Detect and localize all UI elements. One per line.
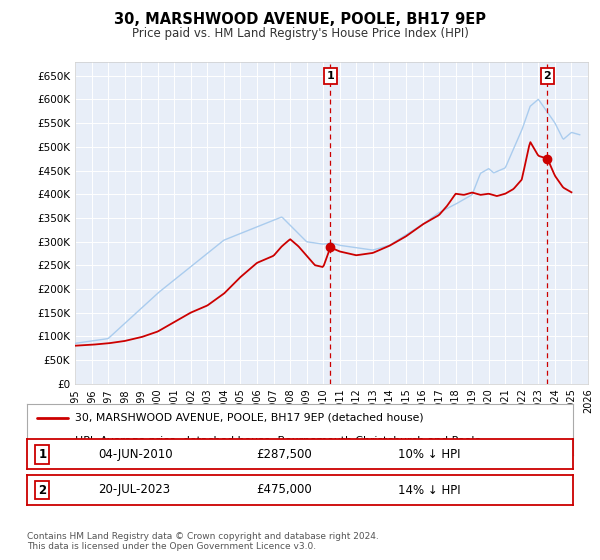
Text: 30, MARSHWOOD AVENUE, POOLE, BH17 9EP: 30, MARSHWOOD AVENUE, POOLE, BH17 9EP (114, 12, 486, 27)
Text: 1: 1 (38, 447, 46, 461)
Text: 2: 2 (38, 483, 46, 497)
Text: 20-JUL-2023: 20-JUL-2023 (98, 483, 170, 497)
Text: HPI: Average price, detached house, Bournemouth Christchurch and Poole: HPI: Average price, detached house, Bour… (75, 436, 481, 446)
Text: 10% ↓ HPI: 10% ↓ HPI (398, 447, 461, 461)
Text: £475,000: £475,000 (256, 483, 312, 497)
Text: 1: 1 (326, 71, 334, 81)
Text: 04-JUN-2010: 04-JUN-2010 (98, 447, 173, 461)
Text: 2: 2 (544, 71, 551, 81)
Text: 30, MARSHWOOD AVENUE, POOLE, BH17 9EP (detached house): 30, MARSHWOOD AVENUE, POOLE, BH17 9EP (d… (75, 413, 424, 423)
Text: 14% ↓ HPI: 14% ↓ HPI (398, 483, 461, 497)
Text: Contains HM Land Registry data © Crown copyright and database right 2024.
This d: Contains HM Land Registry data © Crown c… (27, 531, 379, 551)
Text: Price paid vs. HM Land Registry's House Price Index (HPI): Price paid vs. HM Land Registry's House … (131, 27, 469, 40)
Text: £287,500: £287,500 (256, 447, 312, 461)
